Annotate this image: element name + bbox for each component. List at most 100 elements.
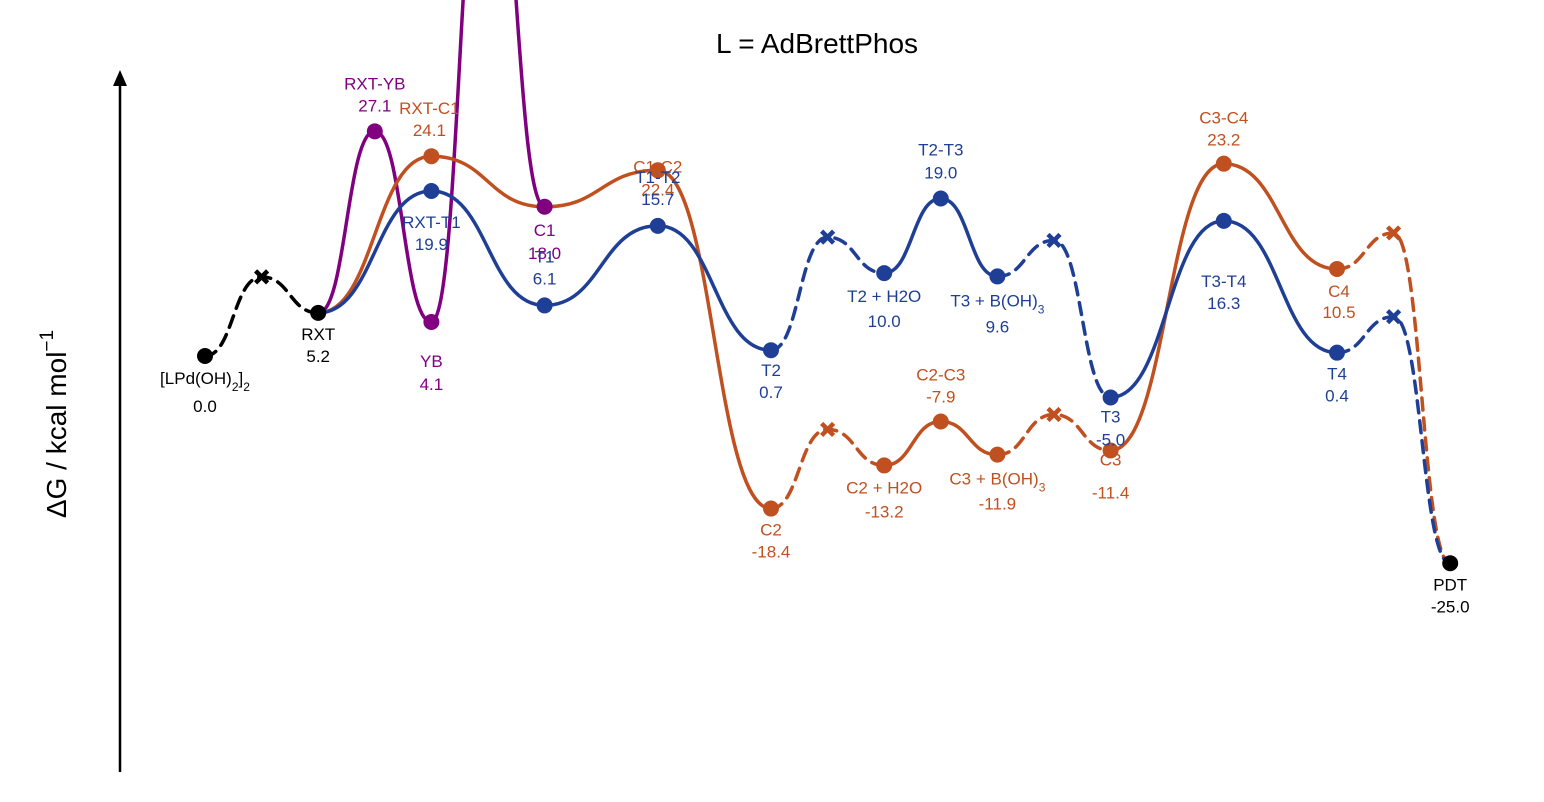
label-c2: C2 -18.4: [752, 521, 791, 562]
label-t3_boh: T3 + B(OH)39.6: [950, 291, 1044, 336]
state-name: C3-C4: [1199, 109, 1248, 128]
label-start: [LPd(OH)2]20.0: [160, 369, 250, 416]
label-text-fragment: C3: [1100, 451, 1122, 470]
label-text-fragment: C1: [534, 221, 556, 240]
label-text-fragment: PDT: [1433, 575, 1467, 594]
label-text-fragment: 2: [232, 380, 239, 394]
y-axis: [113, 70, 127, 772]
label-t2_t3: T2-T3 19.0: [918, 140, 963, 182]
label-text-fragment: T3 + B(OH): [950, 291, 1037, 310]
state-energy: 24.1: [413, 121, 446, 140]
label-t2: T20.7: [759, 361, 783, 402]
label-c3_boh: C3 + B(OH)3 -11.9: [949, 470, 1045, 514]
state-energy: -11.9: [979, 495, 1017, 514]
state-name: C2: [760, 521, 782, 540]
transition-cross-marker: [820, 421, 836, 438]
state-name: T2: [761, 361, 781, 380]
state-marker-t3: [1102, 389, 1119, 406]
label-text-fragment: C3 + B(OH): [949, 470, 1038, 489]
label-text-fragment: T1-T2: [635, 168, 680, 187]
state-name: RXT: [301, 325, 335, 344]
state-marker-t2: [763, 342, 779, 359]
state-marker-c3_c4: [1215, 155, 1232, 172]
state-energy: -18.4: [752, 543, 791, 562]
label-text-fragment: T2: [761, 361, 781, 380]
purple-profile-segment: [429, 0, 547, 324]
label-t3: T3 -5.0: [1096, 407, 1125, 449]
transition-cross-marker: [254, 269, 270, 285]
state-energy: 9.6: [986, 317, 1010, 336]
state-name: RXT-YB: [344, 74, 405, 93]
transition-cross-marker: [1046, 406, 1062, 423]
label-text-fragment: T2 + H2O: [847, 287, 921, 306]
label-text-fragment: RXT-C1: [399, 99, 459, 118]
label-t3_t4: T3-T4 16.3: [1201, 272, 1246, 313]
label-t1_t2: T1-T2 15.7: [635, 168, 680, 209]
label-t4: T40.4: [1325, 365, 1349, 406]
label-text-fragment: C2: [760, 521, 782, 540]
state-energy: 19.9: [415, 235, 448, 254]
y-axis-arrowhead: [113, 70, 127, 86]
y-axis-label-superscript: −1: [37, 330, 58, 352]
state-marker-c4: [1329, 260, 1345, 277]
label-c3: C3 -11.4: [1092, 451, 1130, 503]
label-text-fragment: YB: [420, 352, 443, 371]
state-name: C1-C2: [633, 157, 682, 176]
state-name: C2 + H2O: [846, 478, 922, 497]
state-marker-t2_t3: [932, 190, 949, 207]
state-marker-c2: [763, 500, 779, 517]
label-rxt_c1: RXT-C1 24.1: [399, 99, 459, 140]
state-marker-c3_boh: [989, 446, 1006, 463]
state-marker-start: [197, 348, 213, 364]
state-name: T3-T4: [1201, 272, 1246, 291]
state-energy: 10.0: [868, 312, 901, 331]
state-marker-c3: [1102, 442, 1119, 459]
state-energy: -11.4: [1092, 484, 1130, 503]
state-marker-t4: [1329, 344, 1345, 361]
label-text-fragment: C2 + H2O: [846, 478, 922, 497]
label-c4: C4 10.5: [1322, 282, 1355, 322]
label-text-fragment: T2-T3: [918, 140, 963, 159]
label-text-fragment: C2-C3: [916, 365, 965, 384]
state-marker-t1: [536, 297, 553, 314]
state-name: C1: [534, 221, 556, 240]
state-name: C3: [1100, 451, 1122, 470]
state-name: T3: [1101, 407, 1121, 426]
label-pdt: PDT -25.0: [1431, 575, 1470, 616]
state-name: C2-C3: [916, 365, 965, 384]
label-text-fragment: 3: [1039, 481, 1046, 495]
state-energy: 27.1: [358, 96, 391, 115]
label-text-fragment: RXT-T1: [402, 213, 461, 232]
label-yb: YB 4.1: [420, 352, 444, 394]
state-energy: -13.2: [865, 502, 904, 521]
label-text-fragment: C3-C4: [1199, 109, 1248, 128]
state-name: T2 + H2O: [847, 287, 921, 306]
label-t1: T16.1: [533, 247, 557, 288]
label-t2_h2o: T2 + H2O 10.0: [847, 287, 921, 331]
state-marker-pdt: [1442, 555, 1459, 572]
transition-cross-marker: [820, 229, 836, 245]
state-marker-t2_h2o: [876, 265, 893, 282]
state-marker-t1_t2: [649, 217, 666, 234]
label-c2_h2o: C2 + H2O -13.2: [846, 478, 922, 521]
profile-markers: [197, 123, 1459, 572]
label-text-fragment: ]: [239, 369, 244, 388]
state-name: T1: [535, 247, 555, 266]
state-energy: 0.4: [1325, 387, 1349, 406]
state-name: RXT-C1: [399, 99, 459, 118]
state-name: [LPd(OH)2]2: [160, 369, 250, 394]
label-text-fragment: T4: [1327, 365, 1347, 384]
state-energy: -7.9: [926, 387, 955, 406]
blue-profile-segment: [882, 196, 1000, 279]
state-energy: 0.7: [759, 383, 783, 402]
transition-cross-marker: [1386, 225, 1402, 241]
orange-profile-segment: [316, 154, 773, 511]
state-name: RXT-T1: [402, 213, 461, 232]
label-rxt_t1: RXT-T1 19.9: [402, 213, 461, 254]
state-energy: 23.2: [1207, 131, 1240, 150]
state-marker-yb: [423, 314, 440, 331]
black-profile-segment: [203, 275, 320, 358]
label-rxt: RXT 5.2: [301, 325, 335, 366]
